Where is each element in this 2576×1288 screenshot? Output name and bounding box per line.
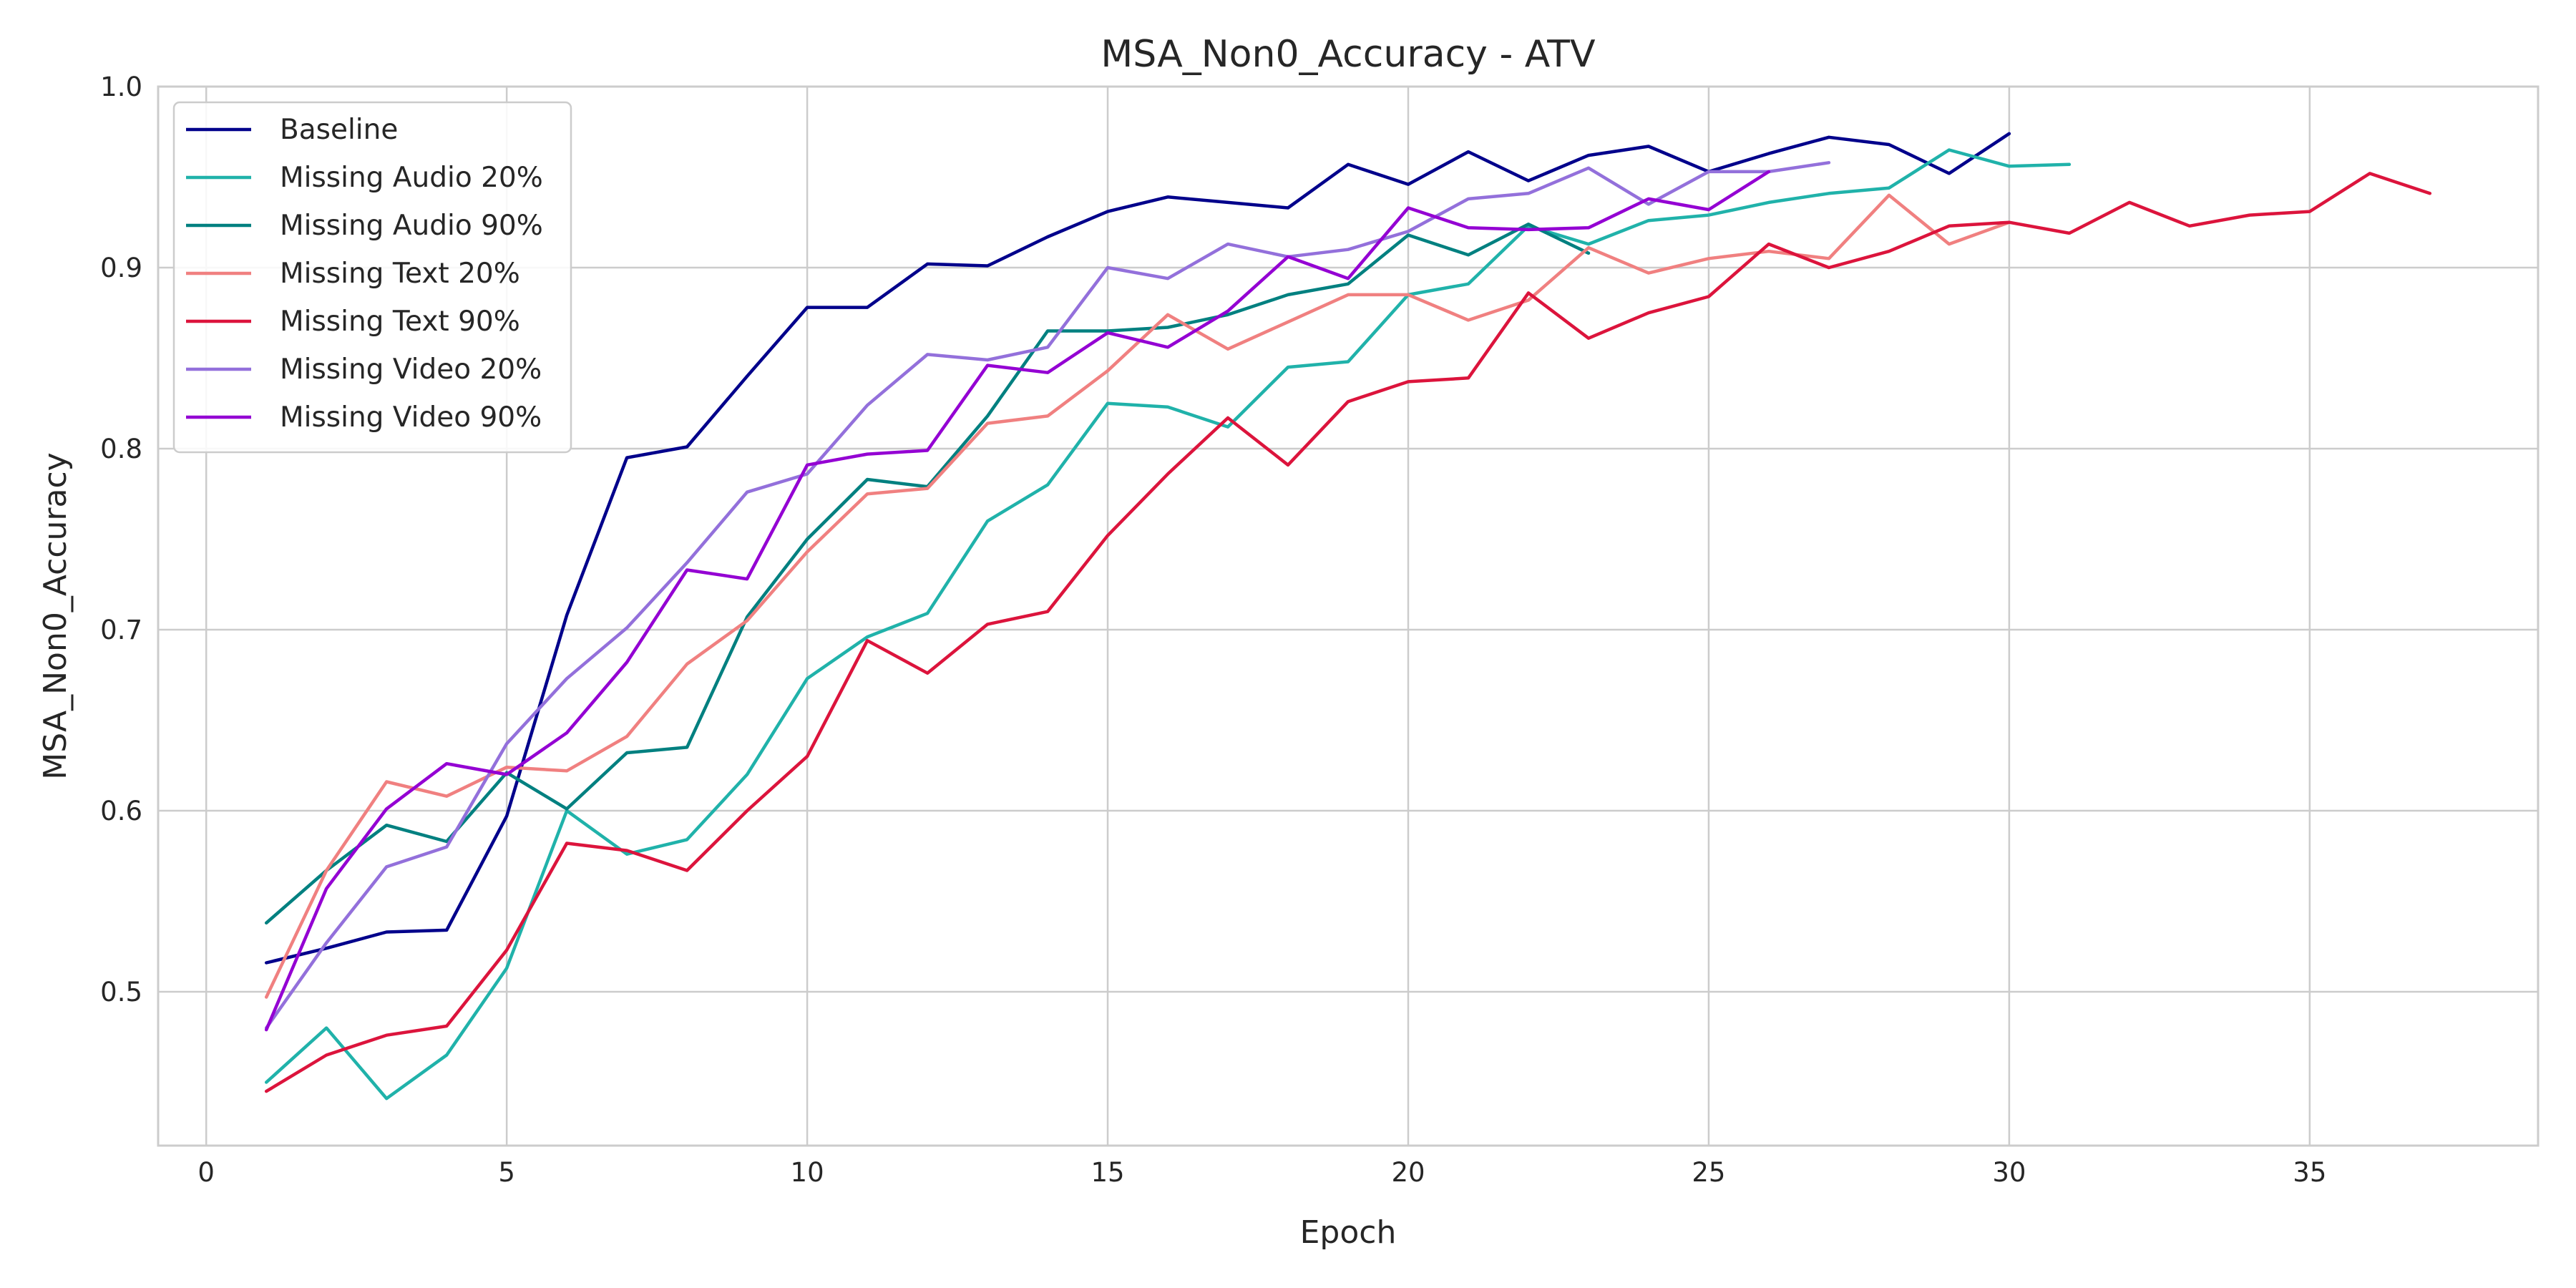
series-line-0 bbox=[264, 132, 2011, 965]
x-tick-label: 5 bbox=[498, 1157, 515, 1188]
y-tick-label: 0.7 bbox=[100, 615, 142, 645]
y-tick-label: 0.9 bbox=[100, 253, 142, 283]
x-tick-label: 30 bbox=[1992, 1157, 2026, 1188]
series-line-4 bbox=[264, 172, 2432, 1093]
legend: Baseline Missing Audio 20% Missing Audio 9… bbox=[172, 101, 572, 454]
series-line-6 bbox=[264, 170, 1771, 1032]
y-tick-label: 1.0 bbox=[100, 72, 142, 102]
legend-label: Baseline bbox=[280, 114, 398, 146]
series-lines bbox=[264, 132, 2432, 1101]
y-axis-label: MSA_Non0_Accuracy bbox=[37, 452, 74, 779]
legend-box bbox=[172, 101, 572, 454]
legend-label: Missing Audio 90% bbox=[280, 210, 543, 242]
plot-frame bbox=[157, 85, 2540, 1147]
x-tick-label: 0 bbox=[197, 1157, 215, 1188]
y-tick-label: 0.5 bbox=[100, 977, 142, 1008]
series-line-5 bbox=[264, 161, 1831, 1030]
y-tick-label: 0.8 bbox=[100, 434, 142, 464]
legend-label: Missing Text 90% bbox=[280, 306, 520, 338]
legend-label: Missing Audio 20% bbox=[280, 162, 543, 194]
x-tick-label: 25 bbox=[1692, 1157, 1725, 1188]
legend-label: Missing Video 90% bbox=[280, 401, 542, 434]
x-tick-label: 20 bbox=[1391, 1157, 1425, 1188]
x-axis-label: Epoch bbox=[1300, 1214, 1397, 1251]
x-tick-label: 15 bbox=[1091, 1157, 1124, 1188]
x-tick-label: 10 bbox=[791, 1157, 824, 1188]
series-line-3 bbox=[264, 193, 2011, 999]
x-tick-label: 35 bbox=[2293, 1157, 2326, 1188]
series-line-1 bbox=[264, 148, 2072, 1101]
legend-label: Missing Video 20% bbox=[280, 353, 542, 386]
tick-labels: 0 5 10 15 20 25 30 35 0.5 0.6 0.7 0.8 0.9 1.0 bbox=[100, 72, 2326, 1188]
legend-label: Missing Text 20% bbox=[280, 258, 520, 290]
y-tick-label: 0.6 bbox=[100, 796, 142, 826]
chart-title: MSA_Non0_Accuracy - ATV bbox=[1101, 33, 1596, 76]
